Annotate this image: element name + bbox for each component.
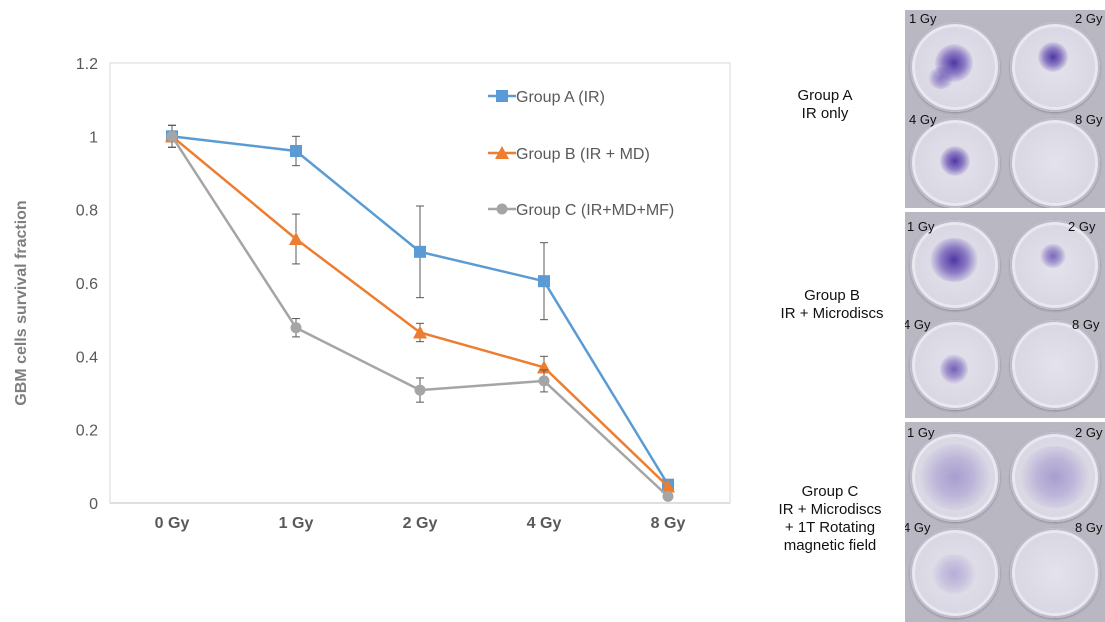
- legend-entry: Group B (IR + MD): [516, 146, 650, 163]
- dose-label: 8 Gy: [1075, 520, 1103, 535]
- group-b-label-line: IR + Microdiscs: [780, 305, 884, 322]
- dose-label: 2 Gy: [1075, 11, 1103, 26]
- group-c-label-line: IR + Microdiscs: [778, 501, 882, 518]
- data-point: [538, 275, 550, 288]
- series-1: [166, 124, 674, 491]
- data-point: [290, 145, 302, 157]
- y-tick-label: 0.4: [76, 349, 98, 366]
- x-tick-label: 4 Gy: [527, 515, 562, 532]
- dose-label: 4 Gy: [905, 520, 931, 535]
- dose-label: 1 Gy: [907, 219, 935, 234]
- series-2: [165, 124, 675, 493]
- x-tick-label: 1 Gy: [279, 515, 314, 532]
- y-tick-label: 0.8: [76, 203, 98, 220]
- y-tick-label: 0: [89, 496, 98, 513]
- group-c-label-line: Group C: [801, 483, 859, 500]
- x-tick-label: 8 Gy: [651, 515, 686, 532]
- group-c-plate-photo: 1 Gy 2 Gy 4 Gy 8 Gy: [905, 422, 1105, 622]
- survival-chart: 0 0.2 0.4 0.6 0.8 1 1.2 0 Gy 1 Gy 2 Gy 4 Gy 8 Gy GBM…: [13, 56, 731, 532]
- data-point: [414, 245, 426, 258]
- group-a-label-line: Group A: [797, 87, 853, 104]
- dose-label: 4 Gy: [909, 112, 937, 127]
- series-3: [166, 124, 674, 502]
- dose-label: 8 Gy: [1072, 317, 1100, 332]
- x-tick-label: 2 Gy: [403, 515, 438, 532]
- data-point: [414, 384, 426, 396]
- group-b-label-line: Group B: [804, 287, 860, 304]
- group-b-plate-photo: 1 Gy 2 Gy 4 Gy 8 Gy: [905, 212, 1105, 418]
- data-point: [538, 375, 550, 387]
- dose-label: 4 Gy: [905, 317, 931, 332]
- data-point: [413, 325, 427, 339]
- axes: 0 0.2 0.4 0.6 0.8 1 1.2 0 Gy 1 Gy 2 Gy 4 Gy 8 Gy GBM…: [13, 56, 731, 532]
- dose-label: 2 Gy: [1068, 219, 1096, 234]
- legend: Group A (IR) Group B (IR + MD) Group C (IR…: [488, 89, 674, 219]
- legend-entry: Group A (IR): [516, 89, 605, 106]
- legend-marker: [496, 203, 508, 215]
- data-point: [166, 130, 178, 142]
- dose-label: 1 Gy: [907, 425, 935, 440]
- legend-marker: [495, 146, 509, 159]
- group-c-label-line: + 1T Rotating: [784, 519, 876, 536]
- group-c-label-line: magnetic field: [783, 537, 877, 554]
- dose-label: 2 Gy: [1075, 425, 1103, 440]
- group-b-label: Group B IR + Microdiscs: [742, 287, 922, 323]
- dose-label: 8 Gy: [1075, 112, 1103, 127]
- data-point: [290, 322, 302, 334]
- y-tick-label: 0.2: [76, 423, 98, 440]
- group-c-label: Group C IR + Microdiscs + 1T Rotating ma…: [740, 483, 920, 555]
- group-a-plate-photo: 1 Gy 2 Gy 4 Gy 8 Gy: [905, 10, 1105, 208]
- group-a-label: Group A IR only: [735, 87, 915, 123]
- y-tick-label: 1: [89, 129, 98, 146]
- y-tick-label: 0.6: [76, 276, 98, 293]
- legend-marker: [496, 90, 508, 102]
- data-point: [661, 479, 675, 493]
- series-line: [170, 135, 669, 498]
- data-point: [289, 232, 303, 245]
- y-tick-label: 1.2: [76, 56, 98, 73]
- x-tick-label: 0 Gy: [155, 515, 190, 532]
- series-line: [171, 135, 670, 486]
- y-axis-label: GBM cells survival fraction: [13, 200, 30, 405]
- data-point: [662, 490, 674, 502]
- series-group: [165, 124, 675, 502]
- group-a-label-line: IR only: [801, 105, 849, 122]
- series-line: [171, 135, 669, 488]
- dose-label: 1 Gy: [909, 11, 937, 26]
- legend-entry: Group C (IR+MD+MF): [516, 202, 674, 219]
